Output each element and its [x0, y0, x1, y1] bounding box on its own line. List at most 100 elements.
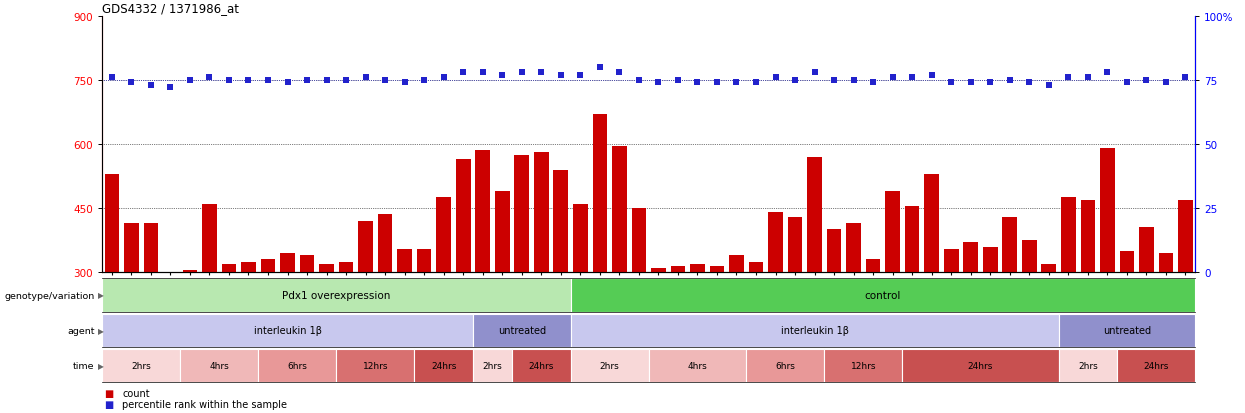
Point	[336, 77, 356, 84]
Bar	[710, 266, 725, 401]
Point	[415, 77, 435, 84]
Point	[980, 80, 1000, 86]
Point	[1137, 77, 1157, 84]
Point	[961, 80, 981, 86]
Bar	[573, 204, 588, 401]
Point	[1020, 80, 1040, 86]
Point	[433, 75, 453, 81]
Point	[102, 75, 122, 81]
Text: 2hrs: 2hrs	[1078, 361, 1098, 370]
Bar	[202, 204, 217, 401]
Point	[219, 77, 239, 84]
Text: interleukin 1β: interleukin 1β	[254, 325, 321, 335]
Point	[1155, 80, 1175, 86]
Text: 24hrs: 24hrs	[1143, 361, 1169, 370]
Bar	[1178, 200, 1193, 401]
Point	[824, 77, 844, 84]
Point	[687, 80, 707, 86]
Point	[1000, 77, 1020, 84]
Bar	[163, 273, 178, 401]
Point	[590, 64, 610, 71]
Text: count: count	[122, 388, 149, 398]
Point	[570, 72, 590, 79]
Text: 24hrs: 24hrs	[431, 361, 457, 370]
Text: ▶: ▶	[98, 326, 105, 335]
Text: untreated: untreated	[498, 325, 545, 335]
Bar	[788, 217, 802, 401]
Point	[1038, 82, 1058, 89]
Bar	[534, 153, 549, 401]
Point	[181, 77, 200, 84]
Bar	[319, 264, 334, 401]
Point	[199, 75, 219, 81]
Point	[1117, 80, 1137, 86]
Point	[239, 77, 259, 84]
Text: 24hrs: 24hrs	[967, 361, 994, 370]
Text: 2hrs: 2hrs	[131, 361, 151, 370]
Bar	[143, 223, 158, 401]
Bar	[280, 253, 295, 401]
Bar	[905, 206, 920, 401]
Bar	[242, 262, 255, 401]
Text: 6hrs: 6hrs	[288, 361, 308, 370]
Point	[707, 80, 727, 86]
Bar	[748, 262, 763, 401]
Bar	[1042, 264, 1056, 401]
Bar	[183, 271, 197, 401]
Point	[727, 80, 747, 86]
Point	[258, 77, 278, 84]
Bar	[1159, 253, 1173, 401]
Text: agent: agent	[67, 326, 95, 335]
Bar	[105, 174, 120, 401]
Point	[512, 69, 532, 76]
Point	[122, 80, 142, 86]
Point	[141, 82, 161, 89]
Point	[629, 77, 649, 84]
Point	[883, 75, 903, 81]
Text: control: control	[865, 290, 901, 300]
Point	[453, 69, 473, 76]
Point	[863, 80, 883, 86]
Bar	[496, 192, 509, 401]
Bar	[964, 243, 979, 401]
Bar	[397, 249, 412, 401]
Bar	[1061, 198, 1076, 401]
Bar	[690, 264, 705, 401]
Bar	[827, 230, 842, 401]
Text: GDS4332 / 1371986_at: GDS4332 / 1371986_at	[102, 2, 239, 15]
Bar	[300, 256, 315, 401]
Bar	[593, 115, 608, 401]
Bar	[436, 198, 451, 401]
Text: 6hrs: 6hrs	[776, 361, 796, 370]
Point	[609, 69, 629, 76]
Bar	[631, 209, 646, 401]
Point	[804, 69, 824, 76]
Bar	[359, 221, 373, 401]
Point	[395, 80, 415, 86]
Bar	[613, 147, 626, 401]
Bar	[222, 264, 237, 401]
Bar	[924, 174, 939, 401]
Bar	[377, 215, 392, 401]
Text: ■: ■	[105, 399, 113, 409]
Bar	[885, 192, 900, 401]
Text: time: time	[73, 361, 95, 370]
Point	[669, 77, 688, 84]
Bar	[417, 249, 432, 401]
Bar	[944, 249, 959, 401]
Bar	[1119, 251, 1134, 401]
Point	[316, 77, 336, 84]
Bar	[651, 268, 666, 401]
Text: 4hrs: 4hrs	[209, 361, 229, 370]
Text: genotype/variation: genotype/variation	[5, 291, 95, 300]
Text: 2hrs: 2hrs	[483, 361, 503, 370]
Point	[298, 77, 317, 84]
Text: ■: ■	[105, 388, 113, 398]
Point	[786, 77, 806, 84]
Text: ▶: ▶	[98, 291, 105, 300]
Point	[1175, 75, 1195, 81]
Point	[356, 75, 376, 81]
Bar	[514, 155, 529, 401]
Bar	[260, 260, 275, 401]
Text: 12hrs: 12hrs	[850, 361, 876, 370]
